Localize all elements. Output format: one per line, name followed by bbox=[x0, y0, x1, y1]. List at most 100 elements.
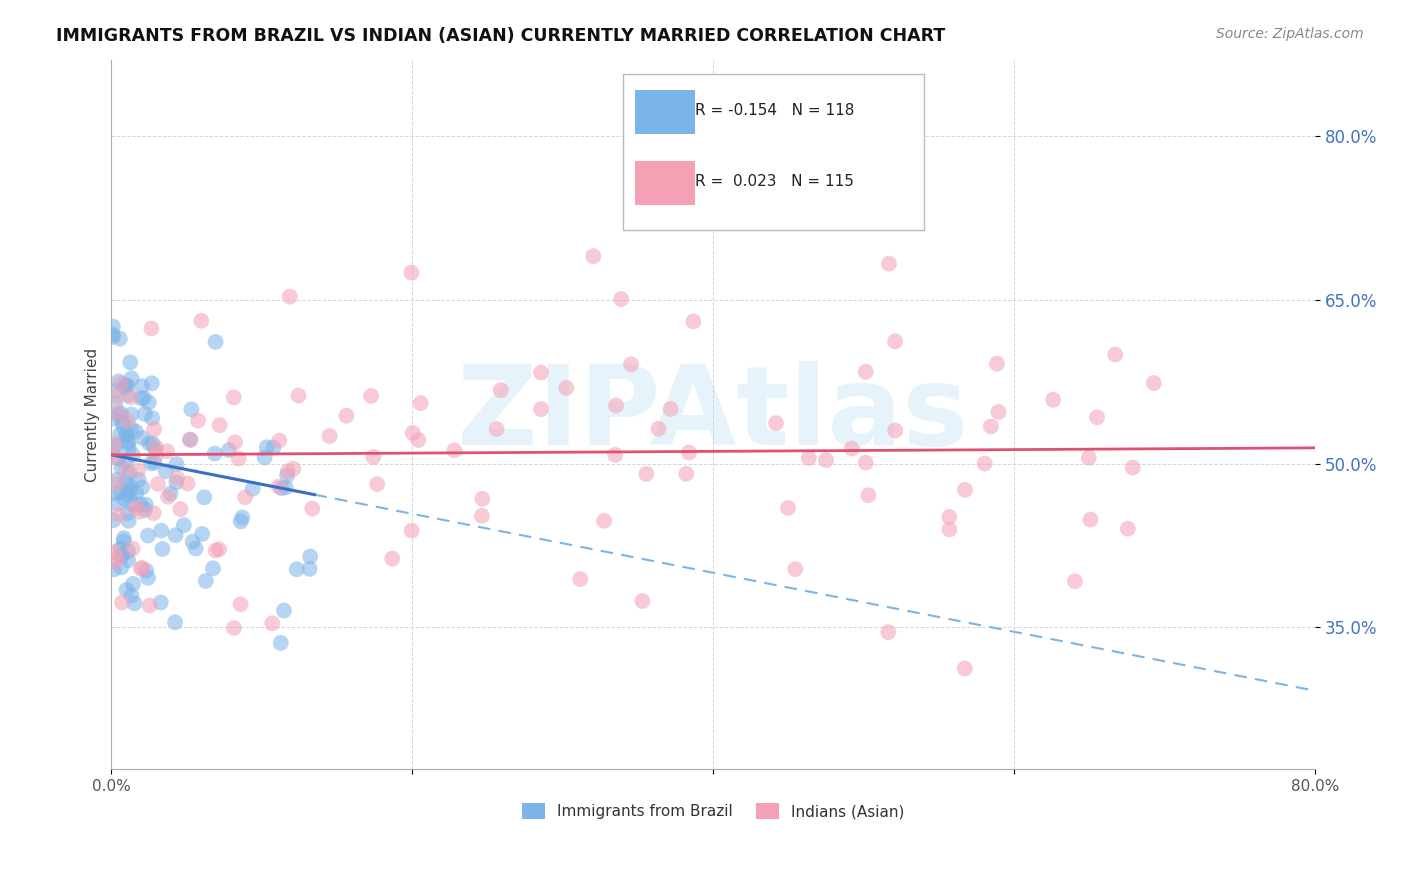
Point bbox=[115, 463, 138, 477]
Point bbox=[135, 564, 157, 578]
Point bbox=[115, 428, 138, 442]
Point bbox=[877, 257, 900, 271]
Point bbox=[253, 450, 276, 465]
Point bbox=[120, 589, 142, 603]
Point bbox=[287, 388, 309, 402]
Point bbox=[118, 482, 141, 496]
Point bbox=[120, 390, 142, 404]
Point bbox=[104, 397, 127, 411]
Point bbox=[855, 365, 877, 379]
Point bbox=[118, 466, 141, 480]
Point bbox=[682, 314, 704, 328]
Point bbox=[938, 523, 960, 537]
Point bbox=[593, 514, 616, 528]
Point bbox=[1077, 450, 1099, 465]
FancyBboxPatch shape bbox=[636, 161, 695, 205]
Point bbox=[204, 334, 226, 349]
Point bbox=[285, 562, 308, 576]
Point bbox=[938, 510, 960, 524]
Point bbox=[142, 506, 165, 520]
Point bbox=[103, 513, 125, 527]
Point bbox=[274, 480, 297, 494]
Point bbox=[986, 357, 1008, 371]
Point bbox=[115, 428, 138, 442]
Point bbox=[103, 411, 125, 425]
Point bbox=[134, 407, 156, 421]
Point bbox=[582, 249, 605, 263]
Point bbox=[318, 429, 340, 443]
Point bbox=[165, 475, 187, 490]
Point bbox=[115, 454, 138, 468]
Point bbox=[128, 473, 150, 487]
Point bbox=[363, 450, 385, 464]
Point bbox=[104, 450, 127, 464]
Point bbox=[841, 442, 863, 456]
Point bbox=[103, 562, 125, 576]
Point bbox=[855, 456, 877, 470]
Point bbox=[132, 391, 155, 405]
Point bbox=[208, 542, 231, 557]
Point bbox=[675, 467, 697, 481]
Point bbox=[117, 506, 139, 520]
Point bbox=[136, 571, 159, 585]
Point bbox=[610, 292, 633, 306]
Point bbox=[128, 505, 150, 519]
Point bbox=[110, 549, 132, 563]
Point bbox=[208, 418, 231, 433]
Point bbox=[105, 486, 128, 500]
Point bbox=[103, 545, 125, 559]
Point bbox=[127, 463, 149, 477]
Point bbox=[1080, 512, 1102, 526]
Point bbox=[125, 486, 148, 500]
Point bbox=[471, 508, 494, 523]
Point bbox=[104, 384, 127, 398]
Point bbox=[471, 491, 494, 506]
Point bbox=[229, 597, 252, 611]
Point bbox=[166, 457, 188, 471]
Point bbox=[105, 389, 128, 403]
Point bbox=[1085, 410, 1108, 425]
Point bbox=[1143, 376, 1166, 390]
Point bbox=[120, 489, 142, 503]
Point bbox=[156, 490, 179, 504]
Point bbox=[110, 460, 132, 475]
Point bbox=[159, 486, 181, 500]
Point bbox=[143, 455, 166, 469]
Point bbox=[270, 481, 292, 495]
Point bbox=[129, 562, 152, 576]
Point bbox=[1104, 347, 1126, 361]
Point bbox=[262, 616, 284, 631]
Point bbox=[135, 498, 157, 512]
Text: R =  0.023   N = 115: R = 0.023 N = 115 bbox=[695, 174, 853, 189]
Point bbox=[141, 436, 163, 450]
Point bbox=[283, 462, 305, 476]
Point bbox=[110, 485, 132, 500]
Point bbox=[233, 490, 256, 504]
Point bbox=[262, 441, 284, 455]
Point bbox=[176, 476, 198, 491]
Point bbox=[270, 636, 292, 650]
Point bbox=[122, 448, 145, 462]
Point bbox=[139, 456, 162, 470]
Point bbox=[204, 447, 226, 461]
Point bbox=[129, 497, 152, 511]
Point bbox=[605, 398, 627, 412]
Point bbox=[173, 518, 195, 533]
Point bbox=[156, 444, 179, 458]
Point bbox=[112, 380, 135, 394]
Point bbox=[141, 411, 163, 425]
Point bbox=[108, 508, 131, 522]
Point bbox=[797, 451, 820, 466]
Point bbox=[218, 443, 240, 458]
Point bbox=[165, 528, 187, 542]
Point bbox=[765, 416, 787, 430]
Point bbox=[110, 541, 132, 556]
Point bbox=[201, 561, 224, 575]
Point bbox=[785, 562, 807, 576]
Point bbox=[980, 419, 1002, 434]
Point bbox=[443, 443, 465, 458]
Point bbox=[276, 468, 298, 483]
Point bbox=[267, 479, 290, 493]
Point bbox=[631, 594, 654, 608]
Point bbox=[101, 327, 124, 342]
